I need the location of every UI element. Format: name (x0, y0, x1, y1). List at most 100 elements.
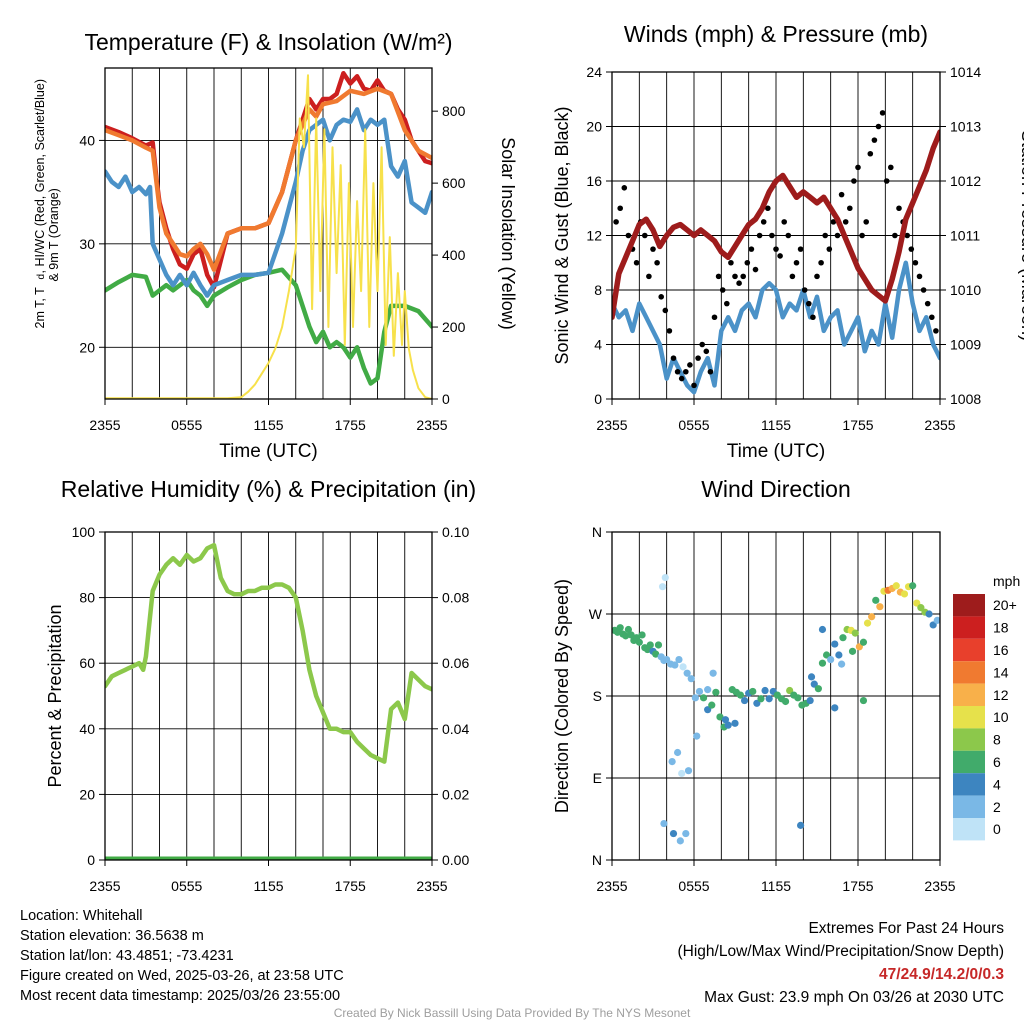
panel-4: Wind Direction N E S W N 2355 0555 1155 1755 2355 m… (552, 476, 1020, 894)
gust-point (789, 273, 796, 280)
y-tick-label-left: W (589, 606, 603, 622)
gust-point (650, 246, 656, 252)
direction-point (691, 694, 699, 702)
direction-point (674, 748, 682, 757)
y-tick-label-right: 0.04 (442, 721, 469, 737)
speed-legend: mph 20+ 18 16 14 12 10 8 6 4 2 0 (953, 573, 1020, 841)
gust-point (621, 185, 628, 191)
legend-label: 14 (993, 664, 1009, 680)
gust-point (728, 259, 734, 266)
y-tick-label-right: 0.10 (442, 524, 469, 540)
plot-frame (611, 71, 941, 400)
extremes-subtitle: (High/Low/Max Wind/Precipitation/Snow De… (677, 943, 1005, 960)
gust-point (670, 355, 677, 361)
gust-point (896, 205, 902, 212)
y-tick-label-right: 1009 (950, 337, 981, 353)
location-text: Location: Whitehall (20, 908, 143, 924)
gust-point (707, 368, 714, 375)
y-axis-label-left: , HI/WC (Red, Green, Scarlet/Blue) (33, 79, 47, 274)
gust-point (744, 259, 751, 266)
direction-point (724, 721, 732, 729)
x-tick-label: 2355 (416, 878, 447, 894)
direction-point (781, 697, 790, 706)
gust-point (646, 273, 652, 280)
direction-point (654, 641, 663, 649)
y-tick-label-left: 4 (594, 337, 602, 353)
y-tick-label-left: N (592, 524, 602, 540)
gust-point (748, 246, 755, 252)
legend-label: 20+ (993, 597, 1017, 613)
direction-point (624, 625, 633, 634)
gust-point (715, 273, 722, 280)
y-tick-label-right: 0.06 (442, 655, 469, 671)
direction-point (616, 624, 624, 632)
direction-point (794, 694, 802, 702)
gust-point (867, 150, 874, 157)
direction-point (868, 613, 876, 621)
panel-title: Relative Humidity (%) & Precipitation (i… (61, 476, 476, 502)
gust-point (719, 287, 726, 293)
direction-point (818, 625, 827, 634)
direction-point (687, 675, 695, 683)
x-tick-label: 1155 (253, 417, 283, 433)
y-tick-label-left: 60 (79, 655, 95, 671)
plot-frame (104, 67, 433, 400)
direction-point (859, 638, 868, 646)
direction-point (635, 638, 643, 646)
legend-label: 8 (993, 732, 1001, 748)
legend-swatch (953, 818, 985, 841)
direction-point (863, 619, 872, 627)
direction-point (682, 829, 690, 838)
legend-swatch (953, 638, 985, 662)
panel-title: Wind Direction (701, 476, 851, 502)
y-axis-label-left: Percent & Precipitation (45, 604, 65, 787)
x-tick-label: 1155 (761, 417, 791, 433)
gust-point (695, 355, 701, 361)
gust-point (793, 259, 800, 266)
station-info: Location: Whitehall Station elevation: 3… (20, 906, 344, 1006)
gust-point (822, 232, 828, 239)
y-axis-label-right: Station Pressure (Maroon) (1018, 130, 1024, 341)
direction-point (683, 669, 691, 677)
gust-point (818, 259, 824, 266)
x-tick-label: 2355 (596, 878, 627, 894)
y-tick-label-left: N (592, 852, 602, 868)
direction-point (831, 640, 839, 648)
gust-point (916, 273, 923, 280)
gust-point (847, 205, 853, 212)
gust-point (769, 232, 775, 239)
y-tick-label-left: 30 (79, 236, 95, 252)
y-tick-label-left: 40 (79, 721, 95, 737)
gust-point (859, 232, 865, 239)
panel-2: Winds (mph) & Pressure (mb) 0 4 8 12 16 20 24 10… (552, 21, 1024, 462)
gust-point (924, 300, 931, 307)
y-axis-label-left: 2m T, T (33, 287, 47, 329)
latlon-text: Station lat/lon: 43.4851; -73.4231 (20, 948, 234, 964)
direction-point (660, 819, 668, 828)
recent-text: Most recent data timestamp: 2025/03/26 2… (20, 988, 341, 1004)
x-tick-label: 1755 (335, 878, 366, 894)
legend-swatch (953, 661, 985, 684)
direction-point (622, 632, 630, 640)
direction-point (709, 669, 717, 677)
gust-point (654, 259, 660, 266)
gust-point (703, 348, 710, 355)
y-tick-label-left: 0 (87, 852, 95, 868)
gust-point (838, 191, 845, 198)
x-tick-label: 1155 (253, 878, 283, 894)
direction-point (652, 650, 660, 658)
y-tick-label-left: 40 (79, 132, 95, 148)
gust-point (724, 300, 730, 307)
direction-point (627, 631, 635, 639)
direction-point (807, 673, 816, 681)
legend-title: mph (993, 573, 1020, 589)
direction-point (925, 610, 933, 618)
gust-point (736, 280, 742, 286)
extremes-values: 47/24.9/14.2/0/0.3 (879, 966, 1004, 983)
gust-point (666, 328, 673, 334)
gust-point (765, 205, 771, 212)
gust-point (806, 300, 812, 307)
direction-point (638, 631, 646, 639)
gust-point (814, 273, 820, 280)
legend-label: 10 (993, 709, 1009, 725)
